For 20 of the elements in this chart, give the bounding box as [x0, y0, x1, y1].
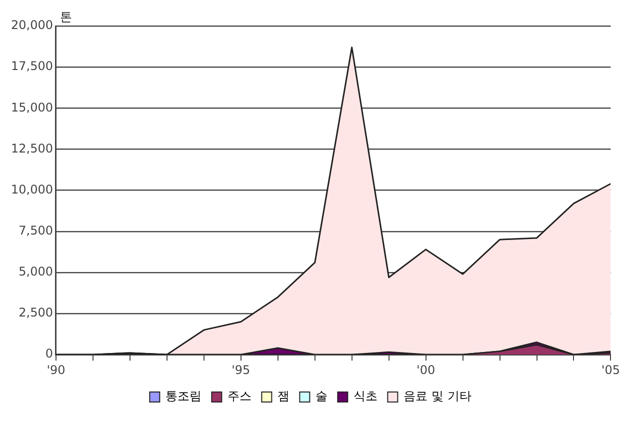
legend-label: 통조림	[166, 389, 202, 404]
y-tick-label: 0	[45, 346, 53, 361]
legend-label: 주스	[228, 389, 252, 404]
legend-label: 잼	[278, 389, 290, 404]
x-tick-label: '00	[416, 362, 436, 377]
legend-label: 술	[316, 389, 328, 404]
y-tick-label: 12,500	[10, 141, 53, 156]
y-tick-label: 20,000	[10, 18, 53, 32]
y-tick-label: 5,000	[18, 264, 53, 279]
y-tick-label: 17,500	[10, 59, 53, 74]
y-tick-label: 7,500	[18, 224, 53, 238]
y-tick-label: 15,000	[10, 100, 53, 114]
legend-label: 음료 및 기타	[404, 389, 472, 404]
legend-label: 식초	[354, 389, 378, 404]
y-tick-label: 10,000	[10, 182, 53, 196]
y-axis-title: 톤	[60, 10, 72, 24]
x-tick-label: '05	[601, 362, 620, 377]
x-tick-label: '95	[232, 362, 250, 377]
x-tick-label: '90	[46, 362, 66, 377]
y-tick-label: 2,500	[18, 306, 53, 320]
